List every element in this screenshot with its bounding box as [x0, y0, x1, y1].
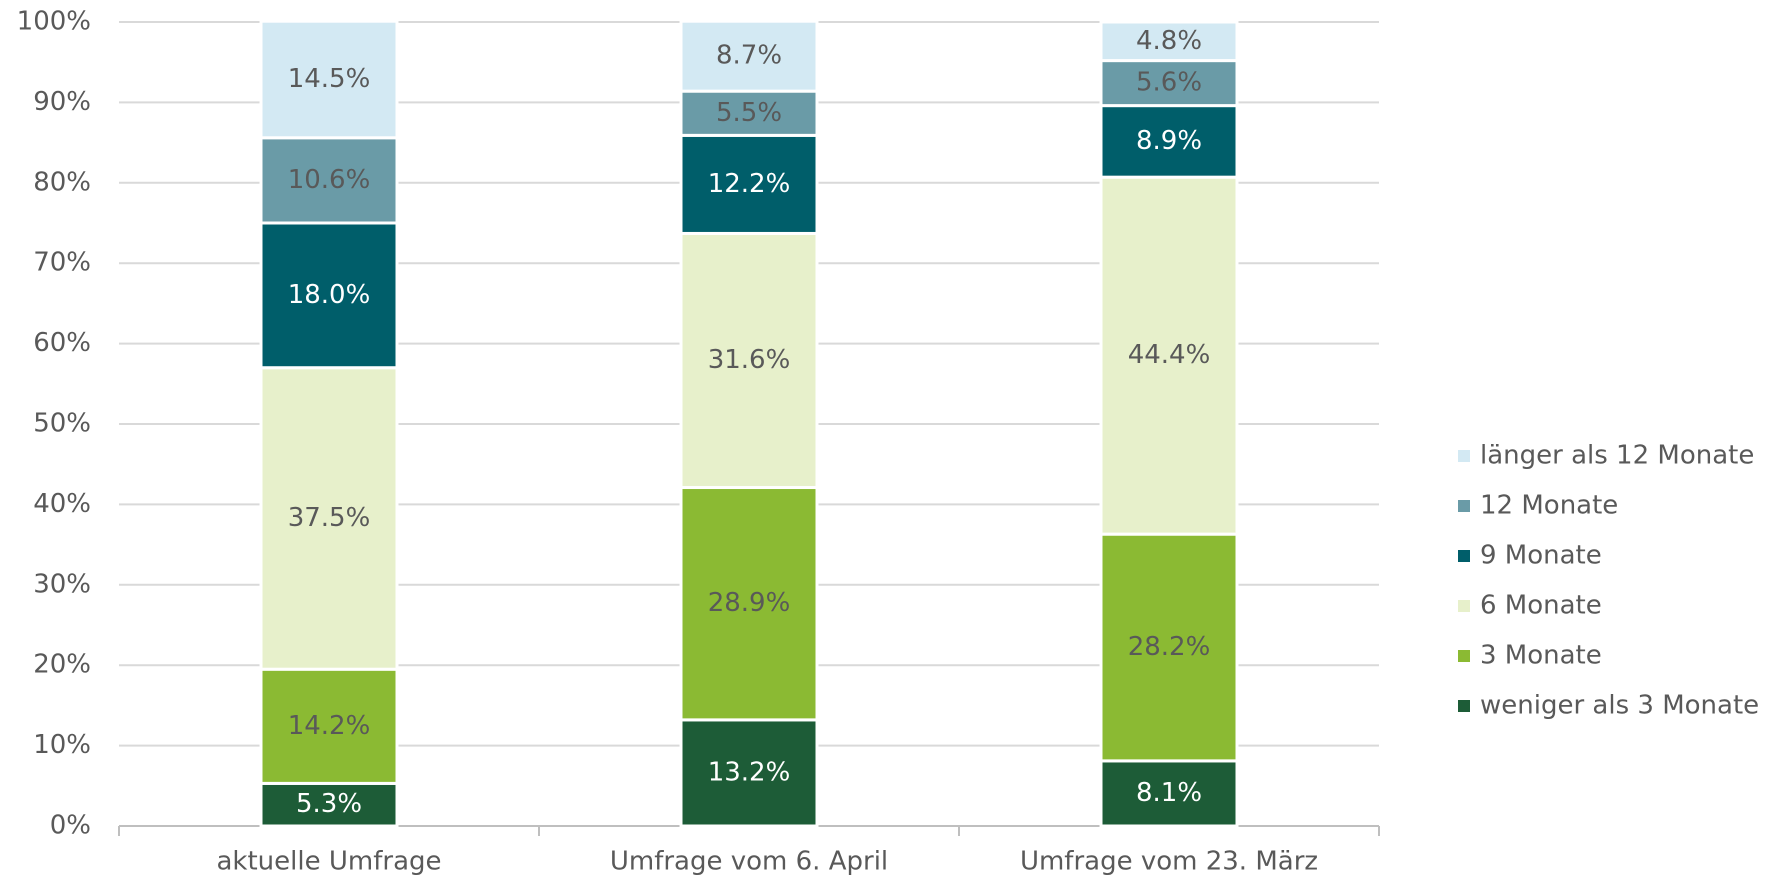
y-tick-label: 20% [33, 650, 91, 680]
bar-segment [1099, 532, 1239, 763]
legend-label: 3 Monate [1480, 641, 1602, 671]
y-tick-label: 100% [17, 7, 91, 37]
data-label: 14.5% [288, 64, 371, 94]
data-label: 4.8% [1136, 26, 1202, 56]
bar-segment [679, 89, 819, 137]
y-tick-label: 40% [33, 489, 91, 519]
legend-label: 12 Monate [1480, 491, 1618, 521]
data-label: 5.3% [296, 789, 362, 819]
data-label: 8.9% [1136, 126, 1202, 156]
bar-segment [259, 366, 399, 671]
bar-segment [679, 486, 819, 722]
data-label: 5.5% [716, 98, 782, 128]
data-label: 13.2% [708, 757, 791, 787]
bar-segment [1099, 104, 1239, 179]
data-label: 10.6% [288, 165, 371, 195]
bar-segment [1099, 759, 1239, 828]
y-tick-label: 90% [33, 87, 91, 117]
bar-segment [1099, 20, 1239, 63]
bar-segment [259, 136, 399, 225]
data-label: 44.4% [1128, 340, 1211, 370]
data-label: 12.2% [708, 169, 791, 199]
data-label: 28.2% [1128, 632, 1211, 662]
legend-label: weniger als 3 Monate [1480, 691, 1759, 721]
data-label: 5.6% [1136, 68, 1202, 98]
legend-swatch [1458, 450, 1470, 462]
y-tick-label: 0% [50, 811, 91, 841]
data-label: 8.7% [716, 41, 782, 71]
x-tick-label: aktuelle Umfrage [217, 847, 442, 875]
data-label: 37.5% [288, 503, 371, 533]
data-label: 28.9% [708, 588, 791, 618]
x-tick-label: Umfrage vom 23. März [1020, 847, 1318, 875]
legend-label: 9 Monate [1480, 541, 1602, 571]
legend-label: 6 Monate [1480, 591, 1602, 621]
y-tick-label: 70% [33, 248, 91, 278]
bar-segment [679, 133, 819, 235]
legend-swatch [1458, 650, 1470, 662]
bar-segment [259, 221, 399, 370]
data-label: 14.2% [288, 711, 371, 741]
y-tick-label: 60% [33, 328, 91, 358]
data-label: 8.1% [1136, 778, 1202, 808]
y-tick-label: 10% [33, 730, 91, 760]
legend-swatch [1458, 600, 1470, 612]
y-tick-label: 30% [33, 569, 91, 599]
legend-label: länger als 12 Monate [1480, 441, 1754, 471]
bar-segment [679, 231, 819, 490]
data-label: 31.6% [708, 345, 791, 375]
legend-swatch [1458, 700, 1470, 712]
bar-segment [259, 781, 399, 828]
data-label: 18.0% [288, 280, 371, 310]
bar-segment [679, 19, 819, 93]
legend-swatch [1458, 550, 1470, 562]
y-tick-label: 50% [33, 409, 91, 439]
bar-segment [259, 19, 399, 140]
x-tick-label: Umfrage vom 6. April [610, 847, 888, 875]
legend-swatch [1458, 500, 1470, 512]
bar-segment [1099, 175, 1239, 536]
y-tick-label: 80% [33, 167, 91, 197]
